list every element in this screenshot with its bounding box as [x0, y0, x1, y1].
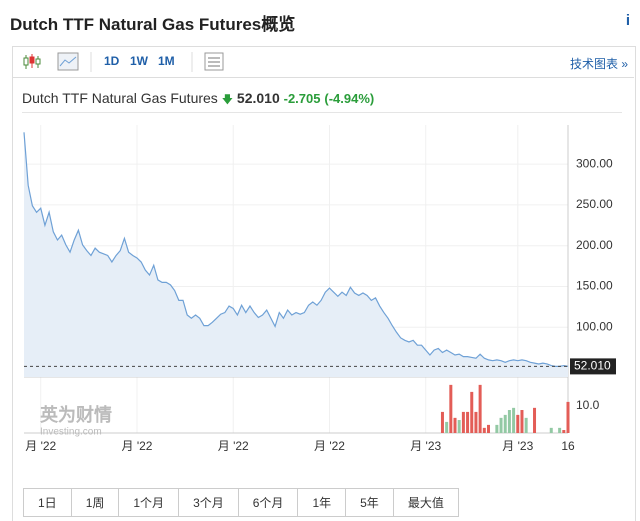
- volume-bar: [449, 384, 453, 433]
- toolbar-icons[interactable]: [23, 52, 224, 72]
- price: 52.010: [236, 90, 280, 106]
- volume-bar: [457, 420, 461, 433]
- price-area: [24, 132, 568, 377]
- volume-bar: [486, 424, 490, 433]
- volume-bar: [507, 410, 511, 433]
- y-tick-label: 250.00: [576, 197, 613, 211]
- range-button[interactable]: 1日: [23, 488, 72, 517]
- y-tick-label: 300.00: [576, 156, 613, 170]
- tech-chart-link[interactable]: 技术图表 »: [569, 57, 628, 71]
- change: -2.705: [283, 91, 321, 106]
- volume-bar: [524, 417, 528, 433]
- y-tick-label: 200.00: [576, 238, 613, 252]
- x-tick-label: 月 '23: [410, 439, 441, 453]
- interval-button[interactable]: 1D: [104, 54, 120, 68]
- last-value-box: [570, 358, 616, 375]
- divider: [22, 112, 622, 113]
- volume-bar: [520, 410, 524, 433]
- last-value-label: 52.010: [574, 359, 611, 373]
- range-button[interactable]: 1年: [297, 488, 347, 517]
- volume-bar: [461, 411, 465, 433]
- range-button[interactable]: 最大值: [392, 488, 459, 517]
- volume-bar: [495, 424, 499, 433]
- volume-bar: [466, 411, 470, 433]
- interval-button[interactable]: 1W: [130, 54, 148, 68]
- volume-bar: [478, 384, 482, 433]
- volume-bar: [549, 427, 553, 433]
- volume-bar: [499, 417, 503, 433]
- watermark-site: Investing.com: [40, 427, 102, 438]
- volume-bar: [482, 427, 486, 433]
- interval-button[interactable]: 1M: [158, 54, 175, 68]
- volume-tick-label: 10.0: [576, 398, 600, 412]
- change-pct: (-4.94%): [324, 91, 375, 106]
- range-button[interactable]: 1个月: [118, 488, 180, 517]
- x-tick-label: 月 '22: [25, 439, 56, 453]
- range-button[interactable]: 1周: [70, 488, 120, 517]
- widget: [12, 46, 636, 521]
- instrument-name: Dutch TTF Natural Gas Futures: [22, 90, 218, 106]
- range-button[interactable]: 3个月: [178, 488, 239, 517]
- volume-bar: [474, 411, 478, 433]
- range-button[interactable]: 6个月: [237, 488, 299, 517]
- volume-bar: [512, 407, 516, 433]
- title: Dutch TTF Natural Gas Futures概览: [10, 15, 296, 34]
- volume-bar: [445, 421, 449, 433]
- range-button[interactable]: 5年: [345, 488, 394, 517]
- range-buttons: 1日 1周 1个月 3个月 6个月 1年 5年 最大值: [23, 488, 459, 517]
- volume-bar: [562, 430, 566, 433]
- volume-bar: [558, 427, 562, 433]
- y-tick-label: 150.00: [576, 279, 613, 293]
- down-arrow: 🡇: [221, 94, 234, 106]
- x-tick-label: 月 '22: [314, 439, 345, 453]
- price-line: [23, 132, 569, 367]
- info-icon[interactable]: i: [625, 12, 630, 29]
- toolbar: [12, 47, 634, 78]
- volume-bar: [440, 411, 444, 433]
- y-tick-label: 100.00: [576, 319, 613, 333]
- volume-bar: [516, 414, 520, 433]
- quote: Dutch TTF Natural Gas Futures 🡇 52.010 -…: [22, 90, 374, 110]
- x-tick-label: 月 '23: [502, 439, 533, 453]
- x-tick-label: 16: [561, 439, 575, 453]
- volume-bar: [566, 401, 570, 433]
- x-tick-label: 月 '22: [218, 439, 249, 453]
- volume-bar: [470, 391, 474, 433]
- volume-bar: [453, 417, 457, 433]
- volume-bar: [503, 414, 507, 433]
- x-tick-label: 月 '22: [121, 439, 152, 453]
- watermark-brand: 英为财情: [39, 404, 112, 425]
- volume-bar: [533, 407, 537, 433]
